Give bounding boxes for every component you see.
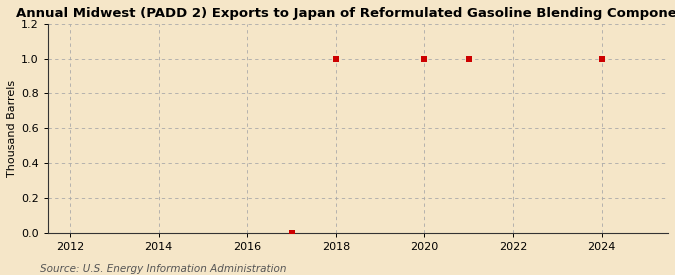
Point [596,56,607,61]
Title: Annual Midwest (PADD 2) Exports to Japan of Reformulated Gasoline Blending Compo: Annual Midwest (PADD 2) Exports to Japan… [16,7,675,20]
Point [463,56,474,61]
Point [286,230,297,235]
Text: Source: U.S. Energy Information Administration: Source: U.S. Energy Information Administ… [40,264,287,274]
Point [331,56,342,61]
Point [419,56,430,61]
Y-axis label: Thousand Barrels: Thousand Barrels [7,80,17,177]
